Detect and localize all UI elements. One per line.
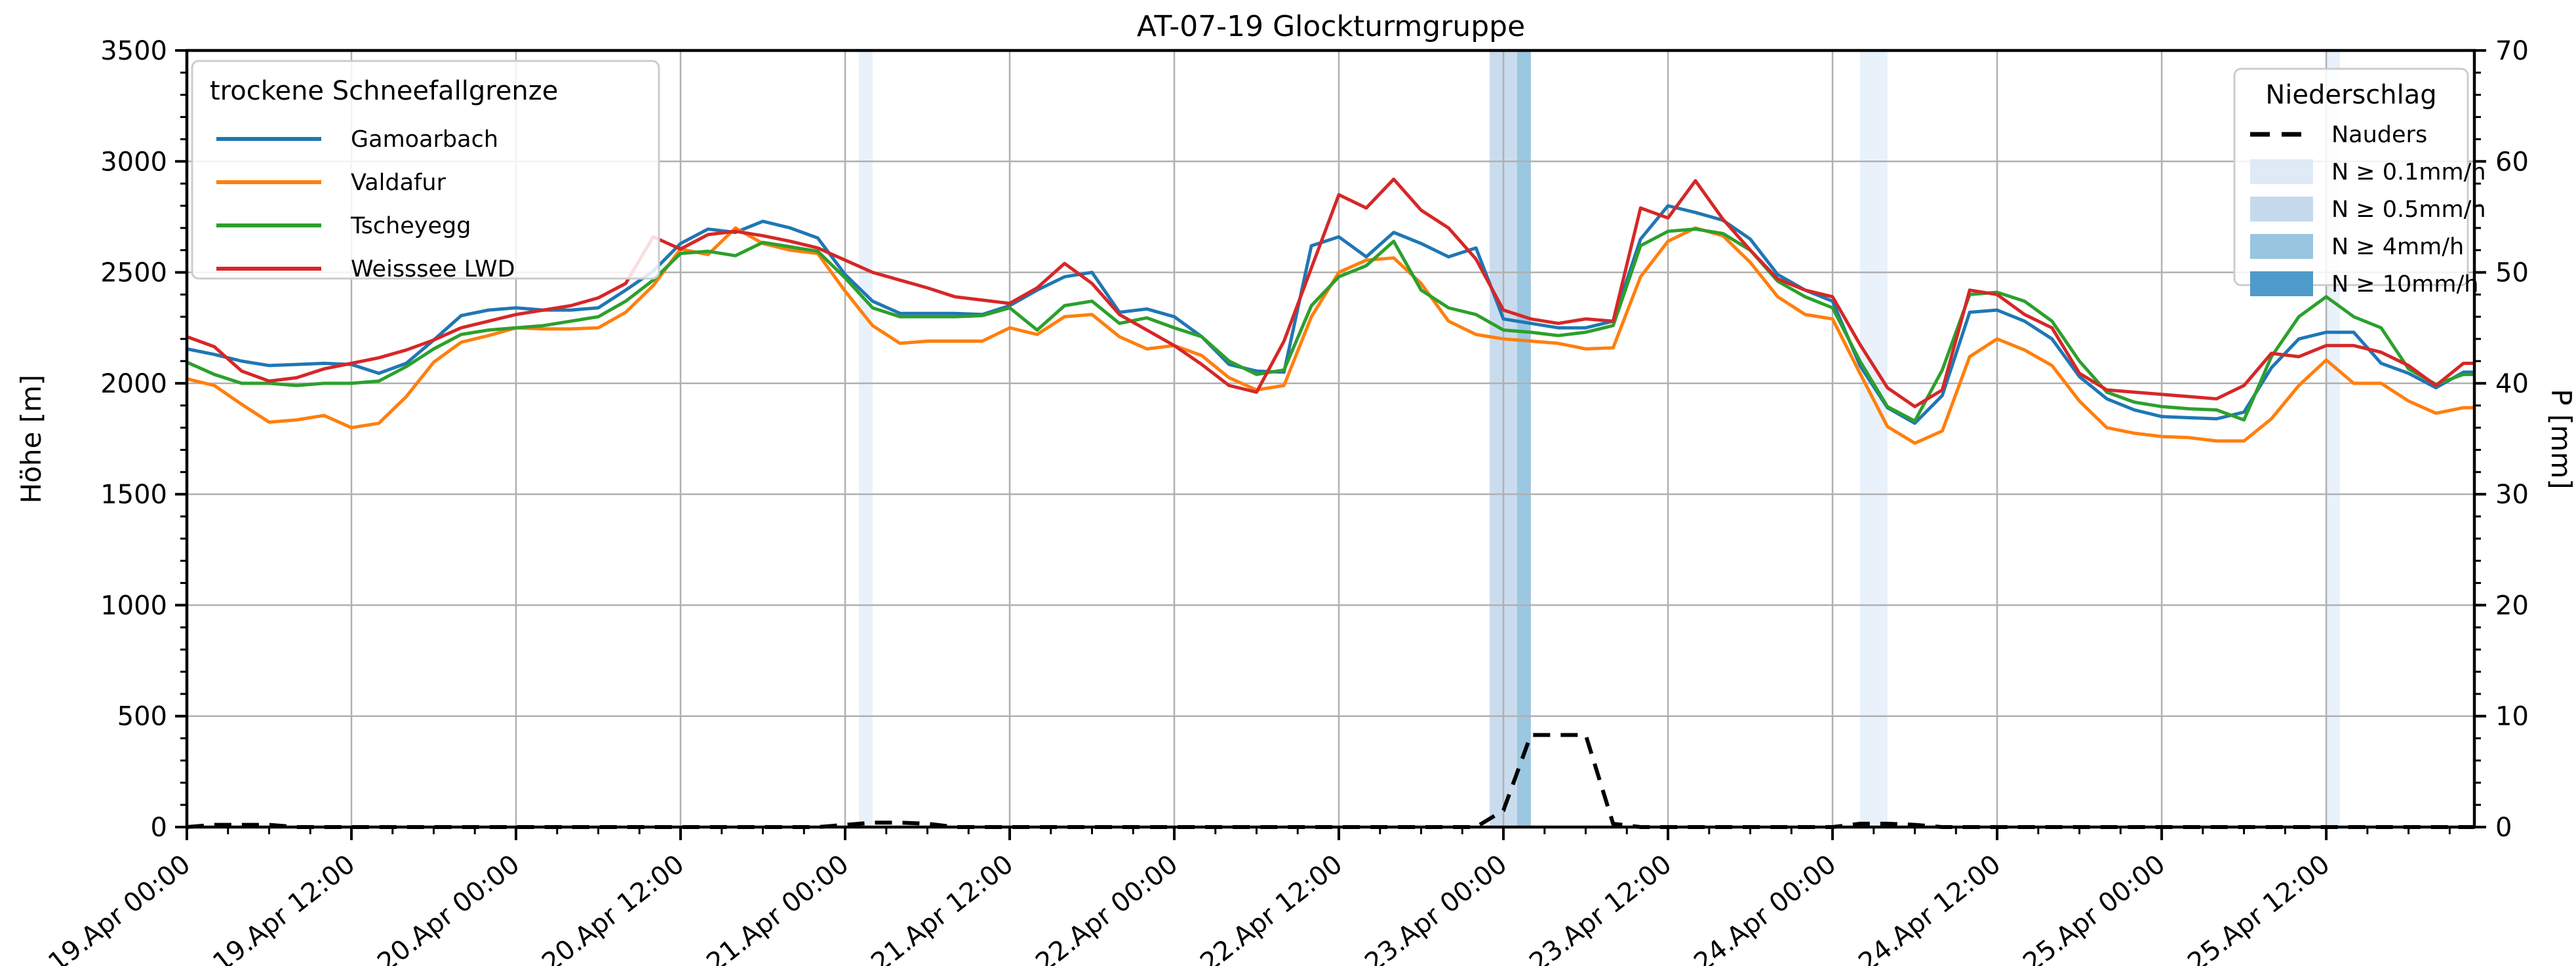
- y-left-axis-label: Höhe [m]: [15, 375, 47, 504]
- y-right-tick-label: 0: [2495, 813, 2512, 843]
- x-tick-label: 23.Apr 00:00: [1359, 849, 1513, 966]
- series-line-valdafur: [186, 226, 2474, 445]
- series-line-gamoarbach: [186, 204, 2474, 425]
- y-right-axis-label: P [mm]: [2545, 389, 2576, 489]
- y-right-tick-label: 30: [2495, 480, 2529, 510]
- x-tick-label: 24.Apr 12:00: [1853, 849, 2006, 966]
- y-left-tick-label: 1500: [100, 480, 167, 510]
- legend-item-label: N ≥ 0.1mm/h: [2331, 159, 2486, 185]
- y-left-tick-label: 0: [151, 813, 167, 843]
- precip-band: [1859, 50, 1888, 827]
- precip-band: [1516, 50, 1531, 827]
- x-tick-label: 25.Apr 00:00: [2017, 849, 2171, 966]
- legend-item-label: N ≥ 10mm/h: [2331, 271, 2478, 298]
- y-left-tick-label: 2500: [100, 258, 167, 288]
- legend-patch-swatch: [2250, 197, 2313, 222]
- x-tick-label: 20.Apr 00:00: [372, 849, 525, 966]
- legend-patch-swatch: [2250, 271, 2313, 296]
- x-tick-label: 24.Apr 00:00: [1688, 849, 1842, 966]
- legend-item-label: Valdafur: [351, 170, 446, 196]
- nauders-precip-line: [186, 733, 2474, 829]
- legend-precip-box: [2233, 68, 2469, 286]
- precip-bands-layer: [858, 50, 2341, 827]
- axes-layer: [175, 48, 2486, 840]
- legend-item-label: Gamoarbach: [351, 126, 498, 153]
- x-tick-label: 21.Apr 00:00: [701, 849, 854, 966]
- x-tick-label: 23.Apr 12:00: [1524, 849, 1677, 966]
- legend-item-label: Weisssee LWD: [351, 256, 515, 282]
- legend-item-label: N ≥ 4mm/h: [2331, 234, 2464, 260]
- legend-item-label: Nauders: [2331, 122, 2427, 148]
- y-left-tick-label: 1000: [100, 590, 167, 621]
- legend-patch-swatch: [2250, 234, 2313, 259]
- precip-band: [858, 50, 873, 827]
- series-layer: [186, 177, 2474, 445]
- series-line-weisssee-lwd: [186, 177, 2474, 408]
- y-left-tick-label: 3000: [100, 147, 167, 177]
- series-line-tscheyegg: [186, 227, 2474, 423]
- legend-patch-swatch: [2250, 159, 2313, 184]
- legend-item-label: Tscheyegg: [350, 213, 471, 239]
- legend-precip: Niederschlag Nauders N ≥ 0.1mm/h N ≥ 0.5mm/…: [2233, 68, 2486, 298]
- x-tick-label: 25.Apr 12:00: [2182, 849, 2335, 966]
- legend-snowline-title: trockene Schneefallgrenze: [210, 76, 558, 106]
- chart-title: AT-07-19 Glockturmgruppe: [1137, 10, 1525, 43]
- y-left-tick-label: 2000: [100, 369, 167, 399]
- y-right-tick-label: 70: [2495, 36, 2529, 66]
- y-left-tick-label: 500: [117, 702, 167, 732]
- legend-precip-title: Niederschlag: [2265, 80, 2436, 110]
- x-tick-label: 19.Apr 00:00: [43, 849, 196, 966]
- nauders-line-layer: [186, 733, 2474, 829]
- legend-snowline: trockene Schneefallgrenze Gamoarbach Valda…: [191, 60, 660, 282]
- y-right-tick-label: 50: [2495, 258, 2529, 288]
- x-tick-label: 22.Apr 00:00: [1030, 849, 1183, 966]
- y-right-tick-label: 10: [2495, 702, 2529, 732]
- y-left-tick-label: 3500: [100, 36, 167, 66]
- x-tick-label: 21.Apr 12:00: [865, 849, 1019, 966]
- x-tick-label: 22.Apr 12:00: [1195, 849, 1348, 966]
- y-right-tick-label: 60: [2495, 147, 2529, 177]
- legend-item-label: N ≥ 0.5mm/h: [2331, 197, 2486, 223]
- y-right-tick-label: 20: [2495, 590, 2529, 621]
- x-tick-label: 20.Apr 12:00: [536, 849, 690, 966]
- y-right-tick-label: 40: [2495, 369, 2529, 399]
- x-tick-label: 19.Apr 12:00: [207, 849, 361, 966]
